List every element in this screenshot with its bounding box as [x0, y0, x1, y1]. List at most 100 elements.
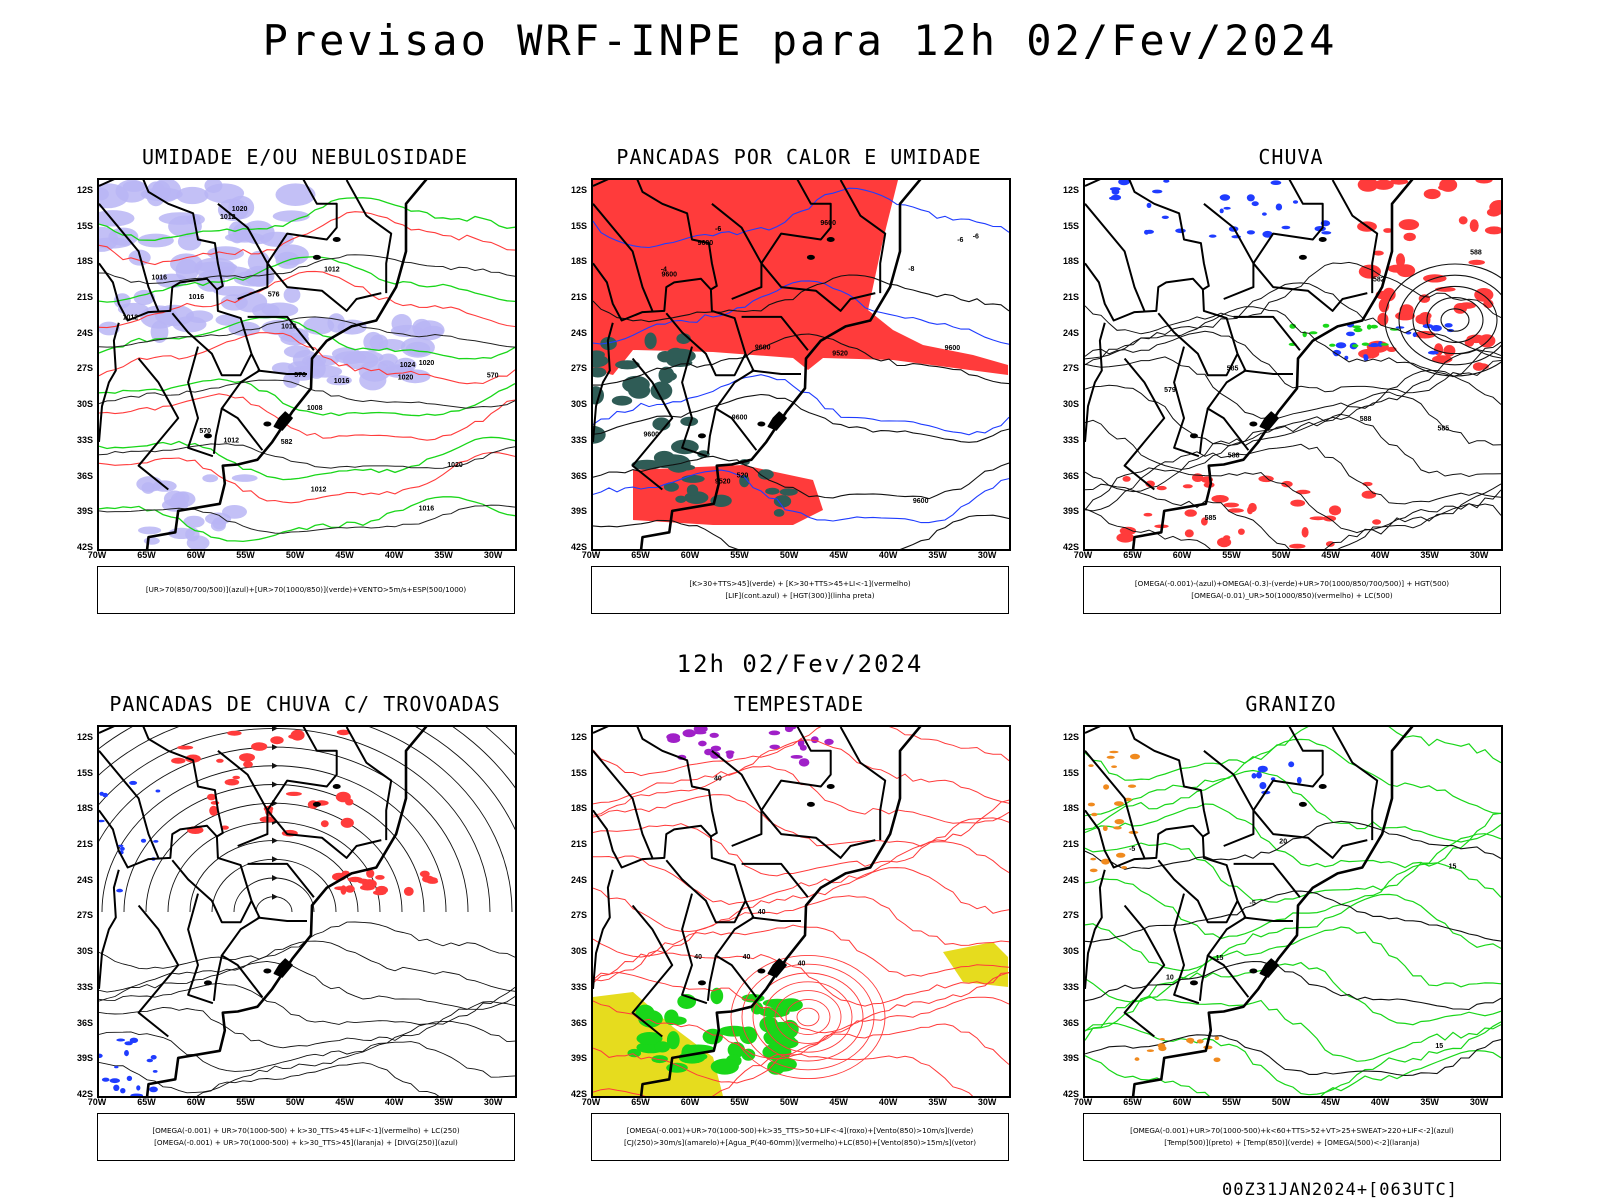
- contour-label: 40: [714, 775, 722, 782]
- field-shading: [332, 869, 439, 896]
- field-shading: [99, 780, 161, 893]
- contour-label: 15: [1435, 1043, 1443, 1050]
- contour-label: 9600: [755, 345, 771, 352]
- contour-label: 20: [1279, 839, 1287, 846]
- contour-label: 1020: [232, 206, 248, 213]
- lat-tick-label: 18S: [1062, 803, 1079, 814]
- contour-lines: [1085, 261, 1501, 549]
- contour-label: 40: [798, 961, 806, 968]
- lon-tick-label: 60W: [186, 550, 206, 560]
- legend-box: [K>30+TTS>45](verde) + [K>30+TTS>45+LI<-…: [591, 566, 1009, 614]
- lat-tick-label: 18S: [76, 803, 93, 814]
- contour-lines: [593, 187, 1009, 524]
- lon-tick-label: 40W: [384, 550, 404, 560]
- lat-tick-label: 24S: [570, 874, 587, 885]
- valid-time-title: 12h 02/Fev/2024: [676, 650, 924, 678]
- field-shading: [171, 729, 354, 837]
- lon-tick-label: 55W: [730, 550, 749, 560]
- lon-tick-label: 55W: [730, 1097, 749, 1107]
- contour-label: -4: [661, 267, 667, 274]
- lon-tick-label: 70W: [1073, 1097, 1093, 1107]
- legend-line: [OMEGA(-0.01)_UR>50(1000/850)(vermelho) …: [1191, 591, 1393, 600]
- streamlines: [99, 727, 515, 913]
- lat-tick-label: 21S: [570, 839, 587, 850]
- lon-tick-label: 30W: [977, 550, 997, 560]
- lat-tick-label: 27S: [1062, 363, 1079, 374]
- map-area: 9680 9600 9600 9600 9600 9600 9520 9520 9600 -6 -8…: [591, 178, 1011, 551]
- contour-label: 1016: [334, 378, 350, 385]
- lon-tick-label: 55W: [236, 1097, 255, 1107]
- contour-lines: [99, 921, 515, 1096]
- contour-label: 9680: [698, 240, 714, 247]
- lat-tick-label: 24S: [1062, 874, 1079, 885]
- map-svg: 585 588 585 588 585 582 579 588: [1085, 180, 1501, 549]
- field-shading: [768, 727, 834, 767]
- contour-label: 588: [1360, 416, 1372, 423]
- contour-label: 588: [1470, 250, 1482, 257]
- lon-tick-label: 35W: [1420, 550, 1439, 560]
- contour-lines: [593, 727, 1009, 1096]
- legend-line: [CJ(250)>30m/s](amarelo)+[Agua_P(40-60mm…: [623, 1138, 977, 1147]
- legend-box: [OMEGA(-0.001)+UR>70(1000-500)+k<60+TTS>…: [1083, 1113, 1501, 1161]
- lat-tick-label: 30S: [1062, 946, 1079, 957]
- map-svg: 9680 9600 9600 9600 9600 9600 9520 9520 9600 -6 -8…: [593, 180, 1009, 549]
- map-svg: -5 -5 10 15 15 20 15: [1085, 727, 1501, 1096]
- contour-label: 1012: [123, 314, 139, 321]
- lat-tick-label: 27S: [570, 363, 587, 374]
- contour-label: 1016: [419, 505, 435, 512]
- contour-label: 585: [1205, 515, 1217, 522]
- map-area: 585 588 585 588 585 582 579 588: [1083, 178, 1503, 551]
- lon-tick-label: 45W: [335, 550, 354, 560]
- contour-label: 1012: [224, 437, 240, 444]
- lon-tick-label: 60W: [680, 1097, 700, 1107]
- legend-line: [Temp(500)](preto) + [Temp(850)](verde) …: [1164, 1138, 1420, 1147]
- contour-label: 1012: [324, 266, 340, 273]
- panel-title: PANCADAS DE CHUVA C/ TROVOADAS: [109, 692, 501, 716]
- lat-tick-label: 33S: [570, 981, 587, 992]
- lon-tick-label: 30W: [977, 1097, 997, 1107]
- lat-tick-label: 27S: [76, 363, 93, 374]
- lon-tick-label: 35W: [434, 1097, 453, 1107]
- legend-line: [OMEGA(-0.001)-(azul)+OMEGA(-0.3)-(verde…: [1134, 579, 1450, 588]
- lat-tick-label: 15S: [1062, 767, 1079, 778]
- lat-tick-label: 42S: [570, 1089, 587, 1099]
- contour-label: 520: [737, 473, 749, 480]
- lat-tick-label: 15S: [570, 220, 587, 231]
- map-base: [99, 727, 428, 1096]
- lat-tick-label: 12S: [1062, 731, 1079, 742]
- lat-tick-label: 18S: [570, 256, 587, 267]
- lat-tick-label: 30S: [570, 399, 587, 410]
- lon-tick-label: 40W: [878, 550, 898, 560]
- lat-tick-label: 15S: [570, 767, 587, 778]
- lat-tick-label: 15S: [76, 767, 93, 778]
- lat-tick-label: 39S: [1062, 1053, 1079, 1064]
- lon-tick-label: 60W: [1172, 550, 1192, 560]
- legend-line: [OMEGA(-0.001)+UR>70(1000-500)+k<60+TTS>…: [1130, 1126, 1454, 1135]
- lat-tick-label: 42S: [76, 542, 93, 552]
- lon-tick-label: 45W: [1321, 550, 1340, 560]
- contour-label: 1020: [398, 375, 414, 382]
- lon-tick-label: 40W: [1370, 550, 1390, 560]
- lat-tick-label: 24S: [570, 327, 587, 338]
- contour-label: 9600: [945, 345, 961, 352]
- lat-tick-label: 36S: [1062, 1017, 1079, 1028]
- contour-label: 15: [1216, 955, 1224, 962]
- contour-label: 1012: [311, 487, 327, 494]
- field-shading: [1116, 473, 1382, 549]
- map-base: [593, 180, 922, 549]
- contour-label: 582: [281, 439, 293, 446]
- map-svg: [99, 727, 515, 1096]
- lat-tick-label: 36S: [570, 1017, 587, 1028]
- lat-tick-label: 21S: [76, 839, 93, 850]
- lon-tick-label: 60W: [1172, 1097, 1192, 1107]
- contour-lines: [1085, 820, 1501, 1077]
- map-area: 40 40 40 40 40: [591, 725, 1011, 1098]
- field-shading: [99, 1037, 158, 1096]
- field-shading: [1288, 323, 1400, 348]
- lon-tick-label: 30W: [483, 550, 503, 560]
- lon-tick-label: 40W: [878, 1097, 898, 1107]
- map-area: 1016 1016 1016 1012 1012 1012 1012 1016 1020 1020…: [97, 178, 517, 551]
- field-shading: [136, 474, 258, 549]
- field-shading: [666, 727, 735, 760]
- lat-tick-label: 12S: [1062, 184, 1079, 195]
